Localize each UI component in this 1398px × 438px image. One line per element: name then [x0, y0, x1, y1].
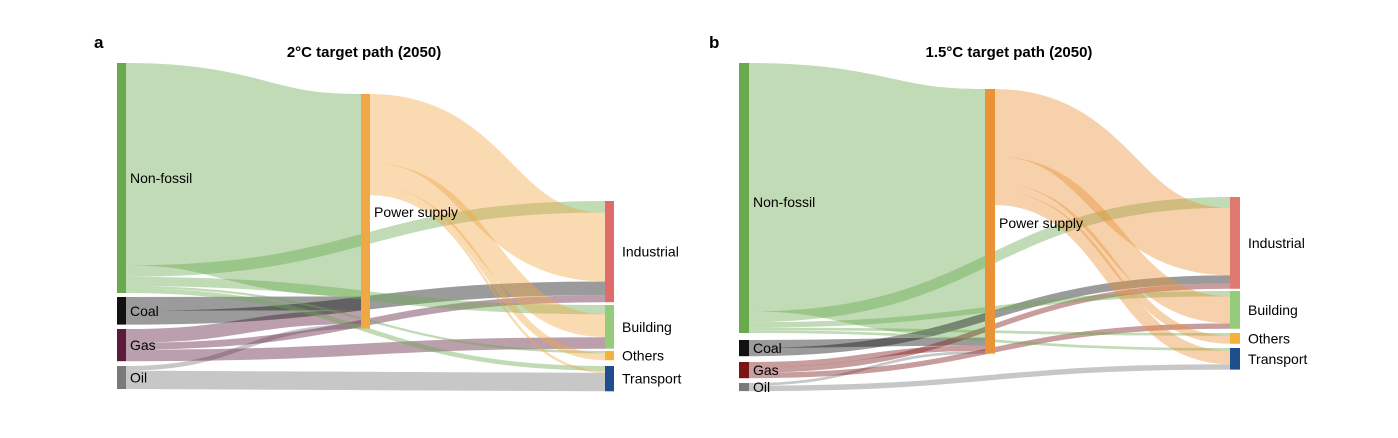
node-bar-gas: [739, 362, 749, 379]
flow-link-coal-to-power: [125, 296, 362, 311]
node-bar-oil: [739, 383, 749, 392]
node-bar-nonfossil: [739, 63, 749, 333]
flow-links: [747, 63, 1232, 392]
node-bar-power: [361, 94, 370, 329]
flow-link-power-to-others: [994, 183, 1231, 344]
flow-link-gas-to-power: [125, 310, 362, 343]
node-bar-others: [605, 351, 614, 361]
node-label-transport: Transport: [1248, 351, 1308, 367]
node-label-others: Others: [622, 348, 664, 364]
node-label-coal: Coal: [753, 340, 782, 356]
node-bar-coal: [739, 340, 749, 357]
node-labels: Non-fossil Coal Gas Oil Power supply Industri…: [130, 170, 682, 387]
node-label-building: Building: [1248, 302, 1298, 318]
node-bar-building: [1230, 291, 1240, 329]
node-bar-industrial: [1230, 197, 1240, 289]
node-label-transport: Transport: [622, 371, 682, 387]
node-bar-oil: [117, 366, 126, 389]
flow-link-oil-to-transport: [125, 370, 606, 392]
flow-link-oil-to-power: [125, 324, 362, 371]
flow-link-power-to-building: [994, 156, 1231, 324]
node-label-industrial: Industrial: [1248, 235, 1305, 251]
node-label-gas: Gas: [753, 362, 779, 378]
node-bar-others: [1230, 333, 1240, 344]
node-label-oil: Oil: [753, 379, 770, 395]
flow-link-power-to-others: [369, 186, 606, 361]
panel-letter: a: [94, 33, 104, 52]
flow-link-power-to-industrial: [993, 89, 1232, 276]
node-bar-transport: [605, 366, 614, 392]
flow-link-power-to-industrial: [368, 94, 607, 282]
flow-link-gas-to-building: [125, 337, 606, 362]
node-bar-industrial: [605, 201, 614, 303]
panel-b: b 1.5°C target path (2050) Non-fossil Coa…: [709, 33, 1308, 395]
flow-nodes: [117, 63, 614, 392]
node-label-nonfossil: Non-fossil: [130, 170, 192, 186]
flow-link-power-to-transport: [369, 192, 606, 373]
node-bar-nonfossil: [117, 63, 126, 293]
node-label-power: Power supply: [999, 215, 1083, 231]
flow-link-nonfossil-to-transport: [125, 288, 606, 371]
node-label-industrial: Industrial: [622, 244, 679, 260]
flow-link-oil-to-power: [748, 350, 986, 386]
flow-link-nonfossil-to-power: [124, 63, 363, 297]
panel-a: a 2°C target path (2050) Non-fossil Coal G…: [94, 33, 682, 392]
node-label-coal: Coal: [130, 303, 159, 319]
flow-link-gas-to-power: [748, 345, 986, 368]
node-label-building: Building: [622, 319, 672, 335]
node-label-power: Power supply: [374, 204, 458, 220]
panel-title: 1.5°C target path (2050): [926, 44, 1093, 61]
panel-title: 2°C target path (2050): [287, 44, 441, 61]
flow-links: [124, 63, 607, 392]
flow-link-nonfossil-to-power: [747, 63, 987, 338]
panel-letter: b: [709, 33, 719, 52]
node-bar-power: [985, 89, 995, 354]
node-label-gas: Gas: [130, 337, 156, 353]
node-bar-gas: [117, 329, 126, 362]
flow-link-power-to-building: [369, 163, 606, 338]
flow-nodes: [739, 63, 1240, 392]
flow-link-oil-to-transport: [748, 364, 1231, 392]
node-bar-building: [605, 305, 614, 349]
node-bar-transport: [1230, 348, 1240, 370]
node-bar-coal: [117, 297, 126, 325]
node-label-others: Others: [1248, 330, 1290, 346]
flow-link-power-to-transport: [994, 191, 1231, 365]
node-label-oil: Oil: [130, 370, 147, 386]
node-label-nonfossil: Non-fossil: [753, 194, 815, 210]
flow-link-coal-to-power: [748, 337, 986, 349]
